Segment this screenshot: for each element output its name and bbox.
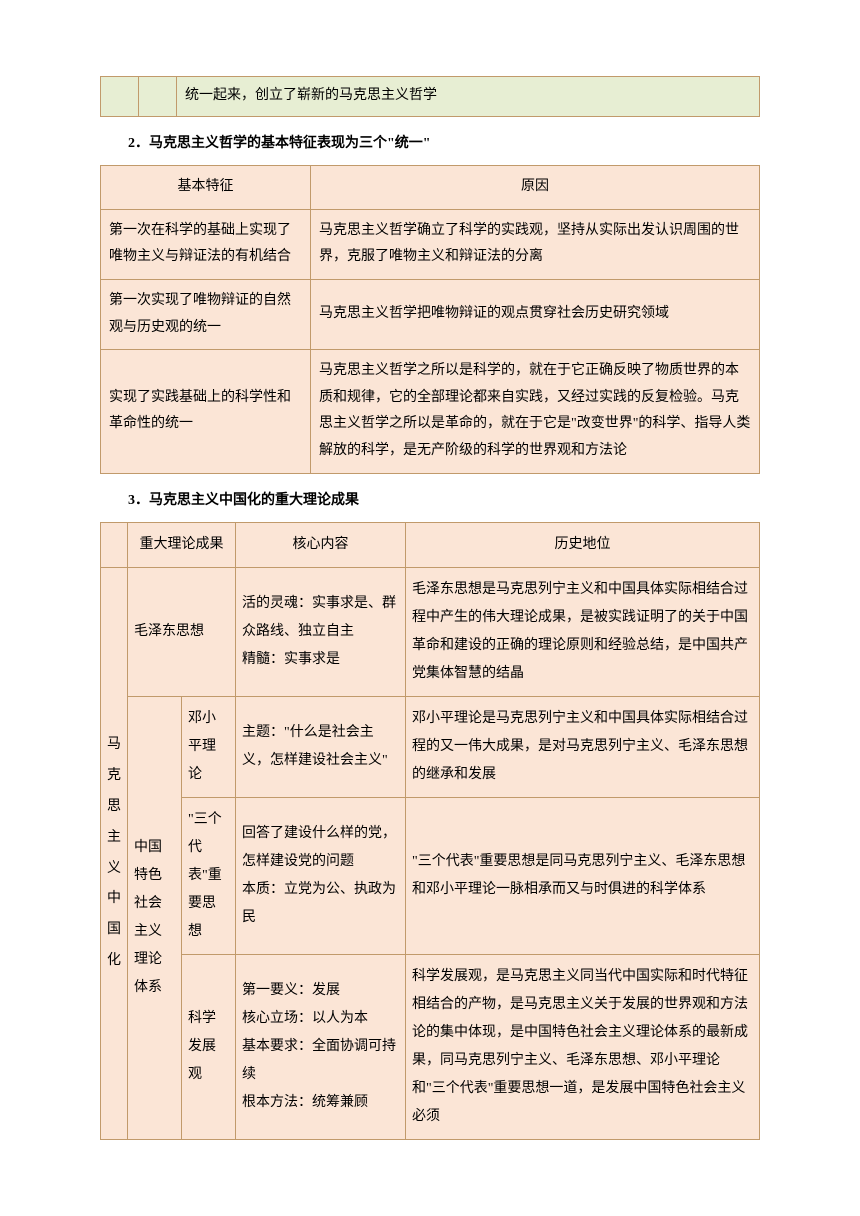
t3-r2c-name: 科学发展观 bbox=[182, 955, 236, 1140]
t3-r2b-name: "三个代表"重要思想 bbox=[182, 798, 236, 955]
t3-r2a-core: 主题："什么是社会主义，怎样建设社会主义" bbox=[236, 697, 406, 798]
t3-r2c-core: 第一要义：发展 核心立场：以人为本 基本要求：全面协调可持续 根本方法：统筹兼顾 bbox=[236, 955, 406, 1140]
t2-header-left: 基本特征 bbox=[101, 166, 311, 210]
t3-hdr-c3: 核心内容 bbox=[236, 523, 406, 568]
t3-r1-core: 活的灵魂：实事求是、群众路线、独立自主 精髓：实事求是 bbox=[236, 568, 406, 697]
t2-r1-left: 第一次实现了唯物辩证的自然观与历史观的统一 bbox=[101, 279, 311, 349]
t3-hdr-c4: 历史地位 bbox=[406, 523, 760, 568]
t3-vlabel: 马克思主义中国化 bbox=[101, 568, 128, 1140]
t3-r2a-pos: 邓小平理论是马克思列宁主义和中国具体实际相结合过程的又一伟大成果，是对马克思列宁… bbox=[406, 697, 760, 798]
t3-r1-name: 毛泽东思想 bbox=[128, 568, 236, 697]
t2-r2-left: 实现了实践基础上的科学性和革命性的统一 bbox=[101, 350, 311, 473]
t3-r2c-pos: 科学发展观，是马克思主义同当代中国实际和时代特征相结合的产物，是马克思主义关于发… bbox=[406, 955, 760, 1140]
table-2: 基本特征 原因 第一次在科学的基础上实现了唯物主义与辩证法的有机结合 马克思主义… bbox=[100, 165, 760, 473]
top-cell-text: 统一起来，创立了崭新的马克思主义哲学 bbox=[177, 77, 760, 117]
top-cell-empty-2 bbox=[139, 77, 177, 117]
table-3: 重大理论成果 核心内容 历史地位 马克思主义中国化 毛泽东思想 活的灵魂：实事求… bbox=[100, 522, 760, 1140]
t3-hdr-blank bbox=[101, 523, 128, 568]
t2-header-right: 原因 bbox=[311, 166, 760, 210]
t3-r1-pos: 毛泽东思想是马克思列宁主义和中国具体实际相结合过程中产生的伟大理论成果，是被实践… bbox=[406, 568, 760, 697]
page-container: 统一起来，创立了崭新的马克思主义哲学 2．马克思主义哲学的基本特征表现为三个"统… bbox=[0, 0, 860, 1180]
t3-r2a-name: 邓小平理论 bbox=[182, 697, 236, 798]
t3-hdr-c2: 重大理论成果 bbox=[128, 523, 236, 568]
t3-group2: 中国特色社会主义理论体系 bbox=[128, 697, 182, 1140]
t2-r1-right: 马克思主义哲学把唯物辩证的观点贯穿社会历史研究领域 bbox=[311, 279, 760, 349]
t2-r0-right: 马克思主义哲学确立了科学的实践观，坚持从实际出发认识周围的世界，克服了唯物主义和… bbox=[311, 209, 760, 279]
top-cell-empty-1 bbox=[101, 77, 139, 117]
top-fragment-table: 统一起来，创立了崭新的马克思主义哲学 bbox=[100, 76, 760, 117]
t3-r2b-pos: "三个代表"重要思想是同马克思列宁主义、毛泽东思想和邓小平理论一脉相承而又与时俱… bbox=[406, 798, 760, 955]
heading-2: 2．马克思主义哲学的基本特征表现为三个"统一" bbox=[128, 131, 760, 158]
t2-r2-right: 马克思主义哲学之所以是科学的，就在于它正确反映了物质世界的本质和规律，它的全部理… bbox=[311, 350, 760, 473]
t2-r0-left: 第一次在科学的基础上实现了唯物主义与辩证法的有机结合 bbox=[101, 209, 311, 279]
heading-3: 3．马克思主义中国化的重大理论成果 bbox=[128, 488, 760, 515]
t3-r2b-core: 回答了建设什么样的党，怎样建设党的问题 本质：立党为公、执政为民 bbox=[236, 798, 406, 955]
